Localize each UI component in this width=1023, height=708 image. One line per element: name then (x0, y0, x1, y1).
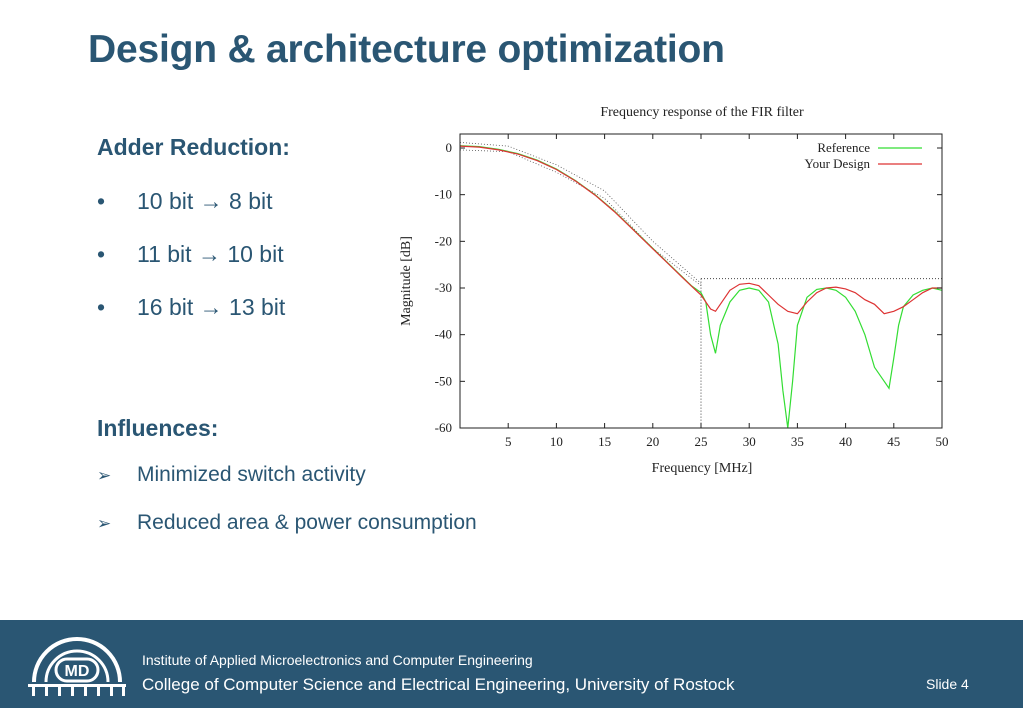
bullet-text: 11 bit → 10 bit (137, 241, 284, 267)
influence-text: Reduced area & power consumption (137, 511, 477, 534)
footer-bar: MD Institute of Applied Microelectronics… (0, 620, 1023, 708)
y-tick-label: -60 (435, 420, 452, 435)
legend-label: Your Design (805, 156, 871, 171)
frequency-response-chart: Frequency response of the FIR filter Fre… (399, 105, 949, 476)
x-tick-label: 35 (791, 434, 804, 449)
chart-series-group (459, 145, 943, 429)
chart-ticks: 5 10 15 20 25 30 35 40 45 50 0 -10 -20 -30 -40 -50 -60 (435, 134, 949, 449)
bullet-text: 16 bit → 13 bit (137, 294, 286, 320)
series-line-reference (459, 145, 943, 429)
x-tick-label: 50 (936, 434, 949, 449)
passband-upper-guide (459, 142, 702, 284)
influences-heading: Influences: (97, 415, 219, 441)
md-logo-icon: MD (28, 637, 126, 696)
chart-title: Frequency response of the FIR filter (600, 105, 804, 120)
slide-number: Slide 4 (926, 676, 969, 692)
y-tick-label: -30 (435, 280, 452, 295)
x-tick-label: 25 (695, 434, 708, 449)
y-tick-label: -40 (435, 327, 452, 342)
arrow-bullet-icon: ➢ (97, 466, 112, 485)
y-axis-label: Magnitude [dB] (399, 236, 414, 326)
x-tick-label: 20 (646, 434, 659, 449)
y-tick-label: -50 (435, 373, 452, 388)
bullet-marker: • (97, 188, 106, 214)
bullet-item: • 10 bit → 8 bit (97, 188, 273, 215)
x-tick-label: 45 (887, 434, 900, 449)
adder-reduction-heading: Adder Reduction: (97, 134, 290, 160)
x-tick-label: 5 (505, 434, 512, 449)
series-line-your-design (459, 145, 942, 315)
bullet-item: • 11 bit → 10 bit (97, 241, 284, 268)
legend-label: Reference (817, 140, 870, 155)
passband-lower-guide (459, 149, 702, 287)
slide-title: Design & architecture optimization (88, 28, 725, 71)
x-tick-label: 15 (598, 434, 611, 449)
bullet-text: 10 bit → 8 bit (137, 188, 273, 214)
influence-item: ➢ Minimized switch activity (97, 463, 366, 487)
influence-text: Minimized switch activity (137, 463, 366, 486)
x-tick-label: 40 (839, 434, 852, 449)
bullet-item: • 16 bit → 13 bit (97, 294, 285, 321)
y-tick-label: 0 (446, 140, 453, 155)
x-axis-label: Frequency [MHz] (652, 461, 753, 476)
y-tick-label: -20 (435, 233, 452, 248)
svg-text:MD: MD (65, 663, 90, 680)
influence-item: ➢ Reduced area & power consumption (97, 511, 477, 535)
arrow-bullet-icon: ➢ (97, 514, 112, 533)
bullet-marker: • (97, 294, 106, 320)
footer-institute: Institute of Applied Microelectronics an… (142, 652, 533, 668)
footer-college: College of Computer Science and Electric… (142, 675, 735, 694)
x-tick-label: 30 (743, 434, 756, 449)
bullet-marker: • (97, 241, 106, 267)
y-tick-label: -10 (435, 187, 452, 202)
x-tick-label: 10 (550, 434, 563, 449)
chart-guides (459, 142, 942, 428)
